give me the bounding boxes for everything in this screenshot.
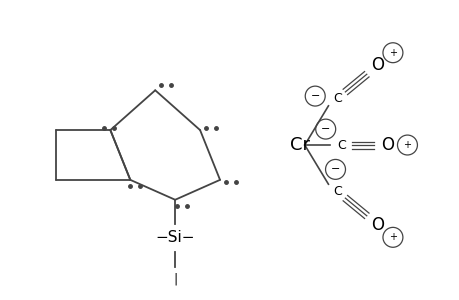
Text: −: − xyxy=(310,91,319,101)
Text: Cr: Cr xyxy=(289,136,309,154)
Text: −: − xyxy=(330,164,340,174)
Text: +: + xyxy=(388,48,396,58)
Text: O: O xyxy=(370,56,383,74)
Text: C: C xyxy=(333,185,341,198)
Text: O: O xyxy=(380,136,393,154)
Text: +: + xyxy=(403,140,410,150)
Text: −: − xyxy=(320,124,330,134)
Text: C: C xyxy=(336,139,345,152)
Text: +: + xyxy=(388,232,396,242)
Text: |: | xyxy=(173,272,177,285)
Text: O: O xyxy=(370,216,383,234)
Text: C: C xyxy=(333,92,341,105)
Text: −Si−: −Si− xyxy=(155,230,195,245)
